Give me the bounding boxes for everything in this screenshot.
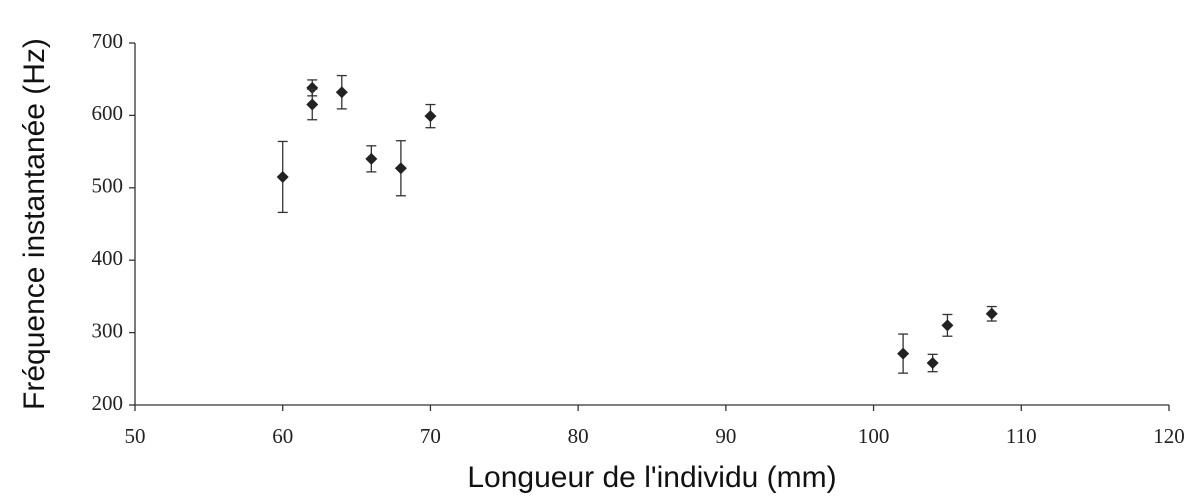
- x-tick-label: 80: [568, 424, 589, 448]
- x-tick-label: 60: [272, 424, 293, 448]
- point: [276, 170, 289, 183]
- point: [897, 347, 910, 360]
- point: [306, 81, 319, 94]
- point: [365, 152, 378, 165]
- point: [985, 307, 998, 320]
- point: [335, 86, 348, 99]
- x-axis-title: Longueur de l'individu (mm): [467, 461, 836, 494]
- x-tick-label: 50: [125, 424, 146, 448]
- y-tick-label: 700: [92, 29, 124, 53]
- point: [941, 319, 954, 332]
- y-axis-title: Fréquence instantanée (Hz): [18, 38, 51, 410]
- point: [306, 98, 319, 111]
- x-tick-label: 90: [715, 424, 736, 448]
- x-tick-label: 100: [858, 424, 890, 448]
- x-tick-label: 110: [1006, 424, 1037, 448]
- y-tick-label: 300: [92, 318, 124, 342]
- point: [926, 357, 939, 370]
- x-tick-label: 70: [420, 424, 441, 448]
- y-tick-label: 500: [92, 174, 124, 198]
- y-tick-label: 400: [92, 246, 124, 270]
- x-tick-label: 120: [1153, 424, 1185, 448]
- point: [394, 162, 407, 175]
- point: [424, 110, 437, 123]
- y-tick-label: 200: [92, 391, 124, 415]
- y-tick-label: 600: [92, 101, 124, 125]
